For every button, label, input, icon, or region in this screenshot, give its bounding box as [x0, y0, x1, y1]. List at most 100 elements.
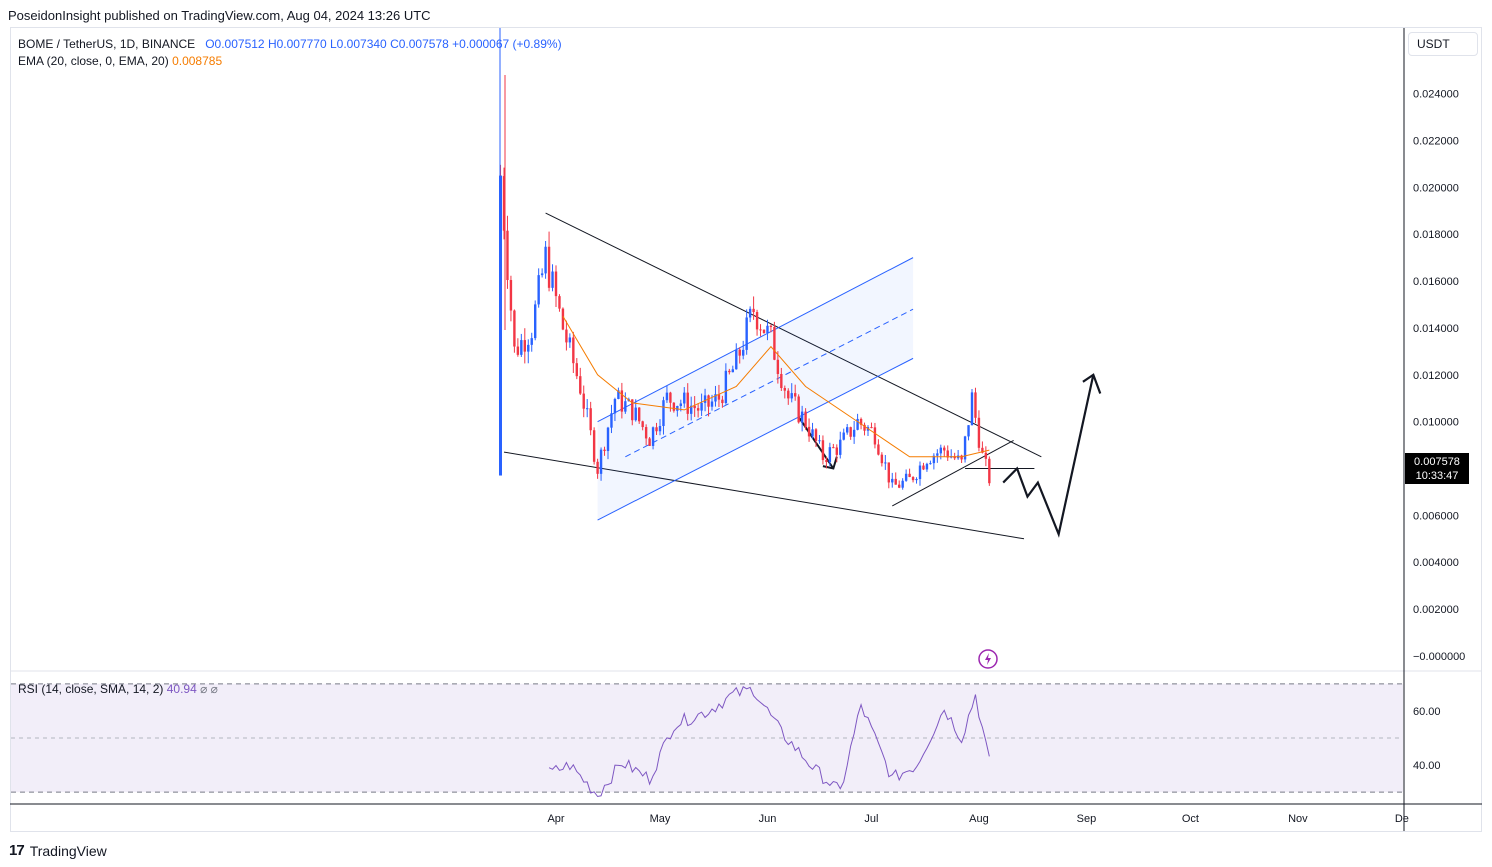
candle-body	[835, 447, 838, 455]
candle-body	[540, 273, 544, 276]
time-tick-label: Nov	[1288, 813, 1308, 825]
lightning-icon[interactable]	[978, 649, 998, 669]
candle-body	[502, 176, 506, 231]
wedge-upper-line	[545, 212, 1042, 458]
user-drawings	[503, 212, 1042, 540]
candle-body	[887, 462, 890, 483]
candle-body	[547, 246, 551, 288]
lightning-icon-bolt	[985, 653, 991, 665]
price-tick-label: 0.014000	[1413, 323, 1459, 335]
candle-body	[963, 436, 967, 460]
candle-body	[506, 230, 509, 281]
candle-body	[638, 407, 641, 422]
time-tick-label: Apr	[547, 813, 564, 825]
ema-value: 0.008785	[172, 54, 223, 68]
rsi-extra: ⌀ ⌀	[200, 682, 218, 696]
candle-body	[690, 405, 693, 414]
time-axis: Apr May Jun Jul Aug Sep Oct Nov De	[547, 813, 1408, 825]
rsi-value: 40.94	[166, 682, 197, 696]
price-tick-label: 0.016000	[1413, 276, 1459, 288]
price-tick-label: 0.018000	[1413, 229, 1459, 241]
candle-body	[586, 408, 589, 410]
symbol-row: BOME / TetherUS, 1D, BINANCE O0.007512 H…	[18, 36, 562, 53]
channel-upper-line	[597, 257, 914, 423]
candle-body	[800, 411, 804, 423]
candle-body	[915, 479, 918, 481]
candle-body	[807, 426, 811, 437]
candle-body	[624, 401, 627, 412]
time-tick-label: Jun	[759, 813, 777, 825]
candle-body	[797, 396, 800, 423]
candle-body	[554, 271, 558, 297]
candle-body	[527, 344, 530, 352]
candle-body	[721, 399, 724, 404]
candle-body	[762, 329, 766, 334]
candle-body	[839, 439, 842, 455]
candle-body	[575, 363, 578, 377]
candle-body	[773, 326, 776, 360]
candle-body	[984, 452, 988, 459]
candle-body	[738, 349, 741, 356]
candlestick-series	[499, 28, 991, 490]
candle-body	[509, 280, 513, 311]
candle-body	[631, 399, 634, 421]
last-price-tag: 0.007578 10:33:47	[1405, 453, 1469, 484]
candle-body	[794, 393, 797, 397]
candle-body	[884, 462, 887, 464]
change-value: +0.000067 (+0.89%)	[452, 37, 562, 51]
wedge-lower-line	[503, 451, 1025, 540]
candle-body	[787, 390, 790, 399]
candle-body	[634, 407, 637, 421]
currency-selector[interactable]: USDT	[1408, 32, 1478, 56]
candle-body	[828, 447, 832, 463]
candle-body	[513, 310, 516, 347]
candle-body	[599, 449, 603, 474]
candle-body	[880, 454, 884, 464]
candle-body	[911, 477, 915, 481]
candle-body	[859, 418, 863, 425]
candle-body	[610, 413, 613, 428]
candle-body	[696, 408, 700, 411]
candle-body	[977, 417, 981, 448]
candle-body	[592, 430, 596, 462]
candle-body	[582, 393, 585, 409]
time-tick-label: Sep	[1077, 813, 1097, 825]
candle-body	[735, 349, 738, 370]
price-tick-label: 0.006000	[1413, 510, 1459, 522]
tradingview-brand: TradingView	[29, 842, 107, 859]
rsi-line	[548, 686, 990, 798]
candle-body	[891, 478, 894, 483]
candle-body	[790, 393, 793, 399]
candle-body	[530, 338, 533, 345]
candle-body	[520, 340, 523, 355]
bar-countdown: 10:33:47	[1415, 470, 1459, 482]
price-tick-label: 0.022000	[1413, 135, 1459, 147]
price-tick-label: 0.012000	[1413, 370, 1459, 382]
candle-body	[568, 337, 572, 343]
close-value: C0.007578	[390, 37, 449, 51]
ema-label[interactable]: EMA (20, close, 0, EMA, 20)	[18, 54, 169, 68]
time-tick-label: De	[1395, 813, 1409, 825]
projection-arrow-head	[1082, 373, 1102, 394]
rsi-label[interactable]: RSI (14, close, SMA, 14, 2)	[18, 682, 164, 696]
candle-body	[856, 418, 859, 430]
tradingview-logo[interactable]: 17 TradingView	[9, 842, 107, 859]
candle-body	[672, 402, 676, 411]
candle-body	[651, 427, 655, 446]
candle-body	[925, 463, 929, 470]
rsi-legend: RSI (14, close, SMA, 14, 2) 40.94 ⌀ ⌀	[18, 682, 218, 696]
candle-body	[728, 370, 731, 373]
candle-body	[669, 392, 672, 403]
ema-row: EMA (20, close, 0, EMA, 20) 0.008785	[18, 53, 562, 70]
candle-body	[596, 461, 599, 474]
candle-body	[842, 432, 845, 440]
candle-body	[544, 246, 547, 274]
last-price-value: 0.007578	[1414, 456, 1460, 468]
candle-body	[693, 405, 696, 409]
candle-body	[707, 395, 710, 407]
listing-candle	[499, 175, 502, 476]
high-value: H0.007770	[267, 37, 327, 51]
symbol-label[interactable]: BOME / TetherUS, 1D, BINANCE	[18, 37, 196, 51]
candle-body	[572, 337, 575, 364]
